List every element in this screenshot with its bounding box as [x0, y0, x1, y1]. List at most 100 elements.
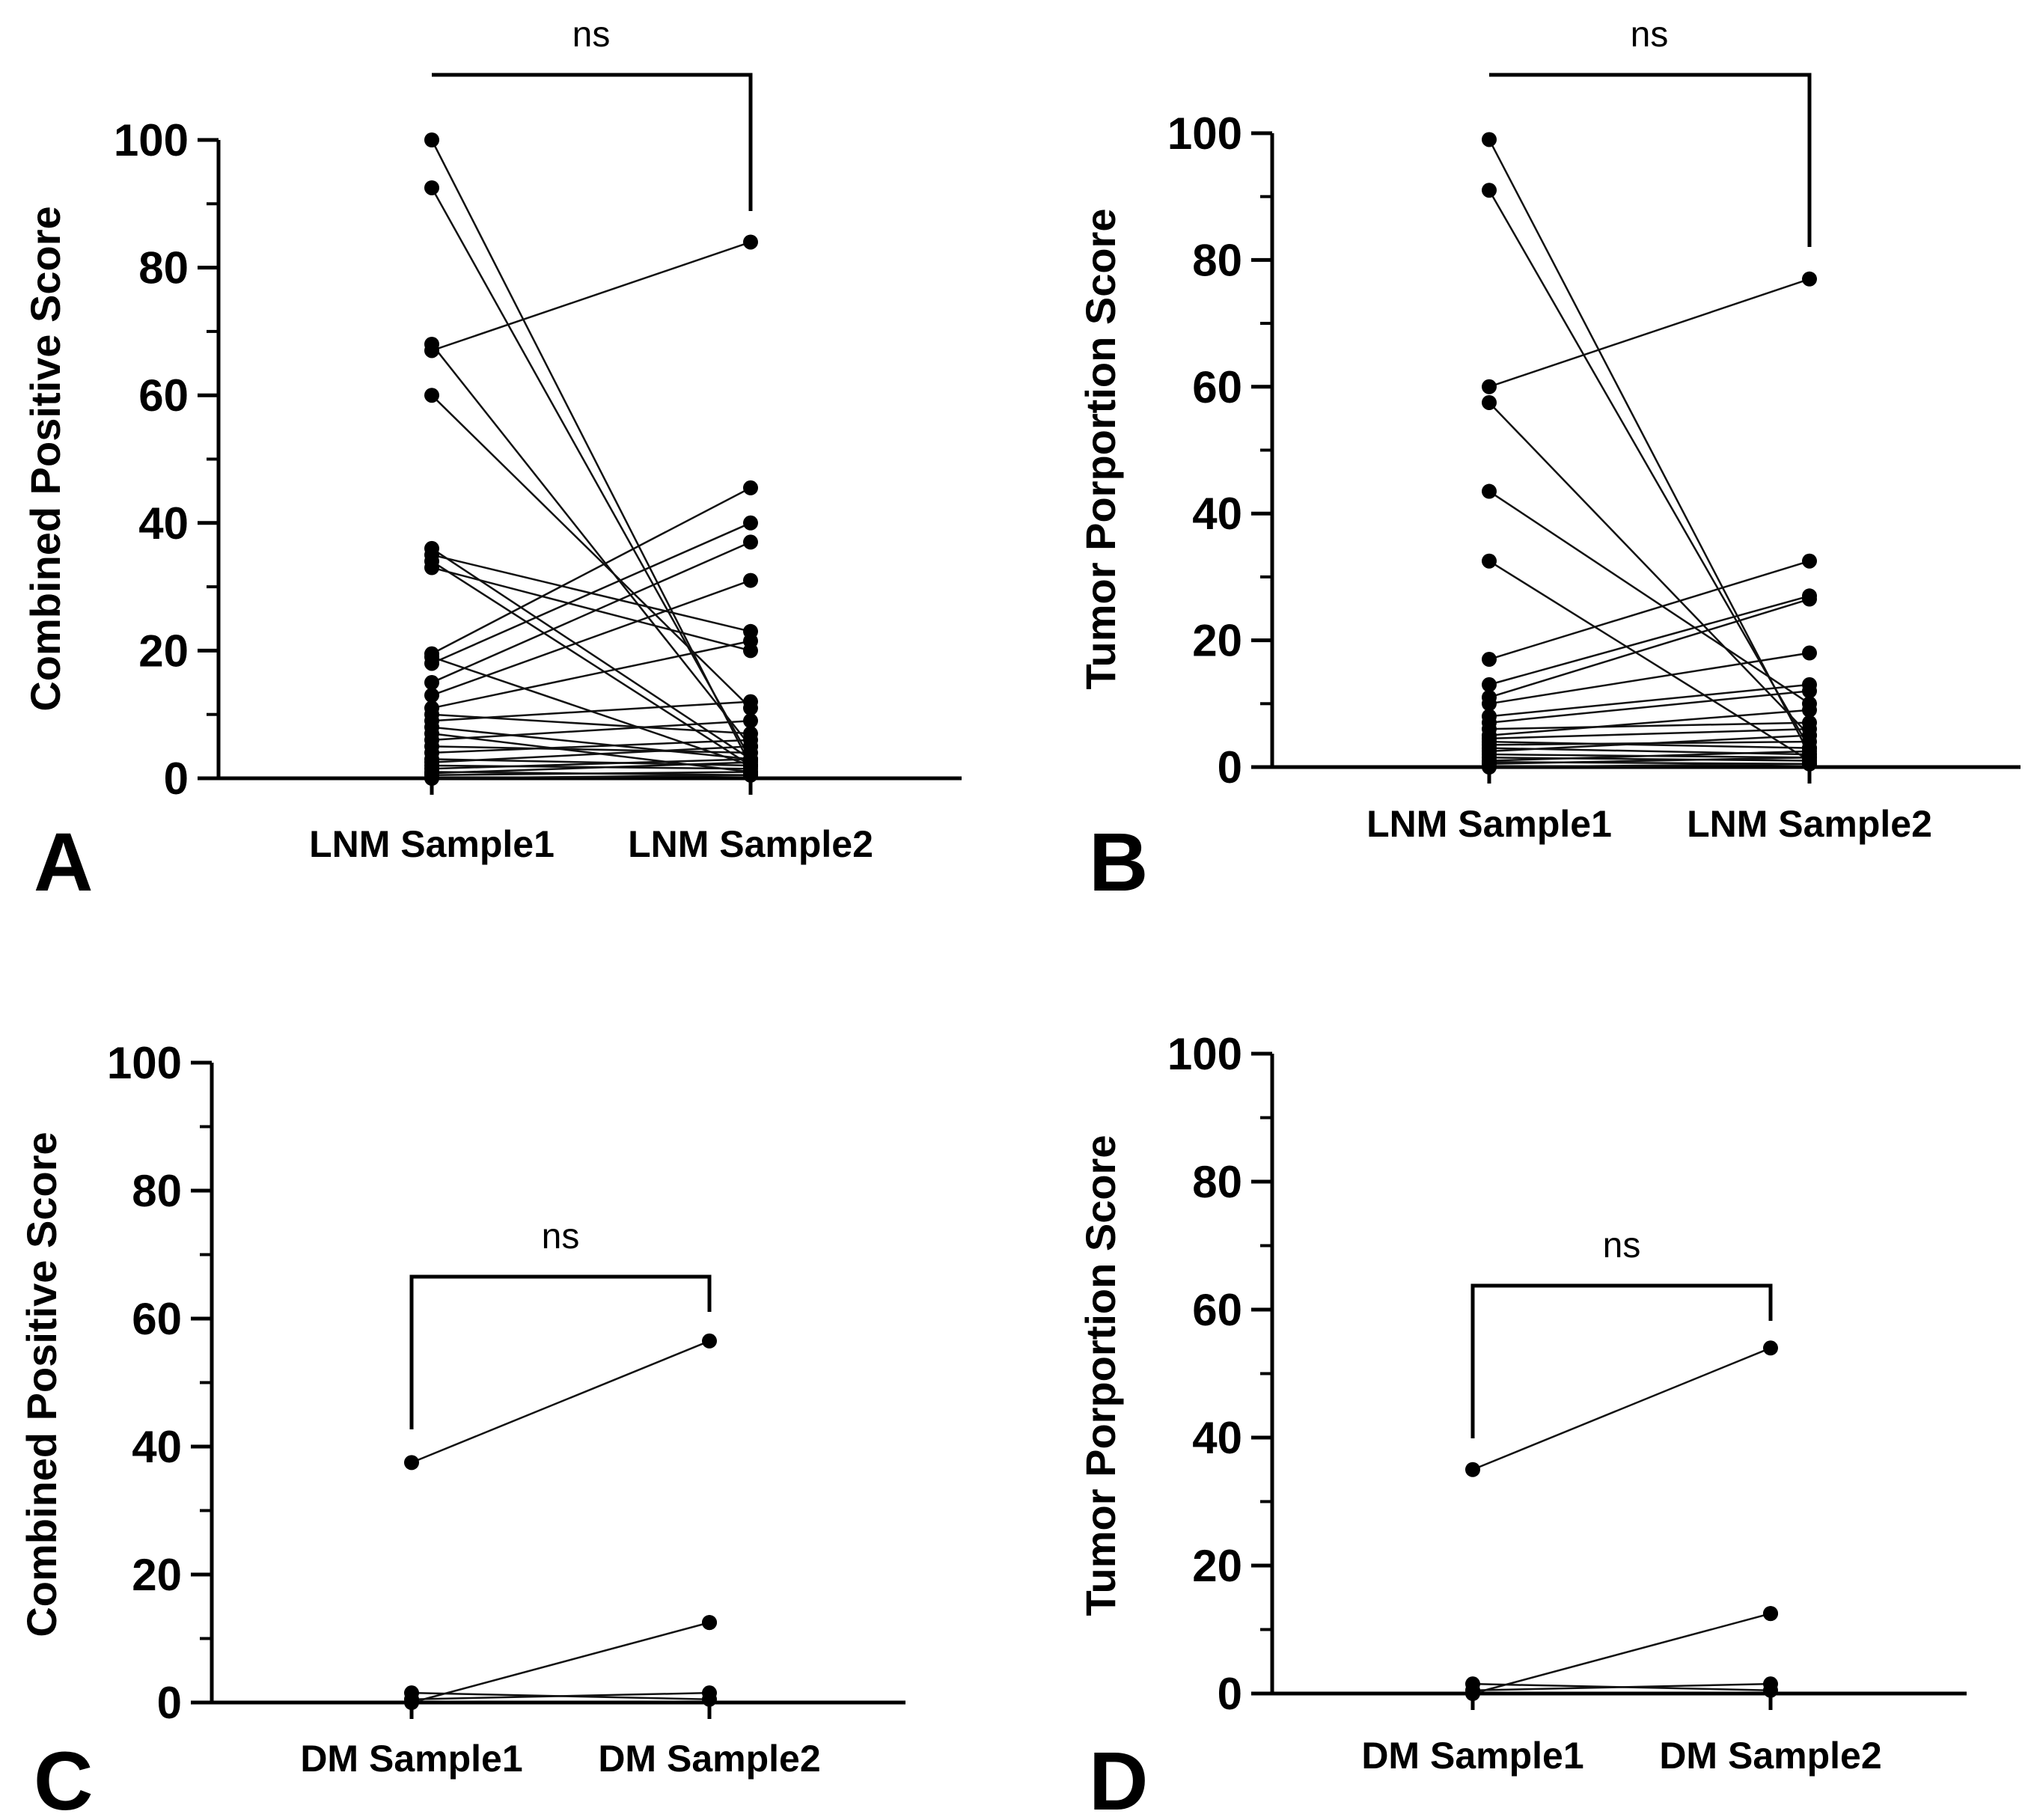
- y-tick-label: 0: [157, 1678, 182, 1728]
- data-point-sample1: [424, 180, 439, 195]
- pair-line: [1488, 740, 1810, 749]
- chart-panel-b: 0 20 40 60 80 100 LNM Sample1 LNM Sample2 Tumor …: [1077, 15, 2021, 909]
- pair-line: [1488, 138, 1811, 755]
- pair-line: [431, 771, 751, 776]
- y-axis-title: Tumor Porportion Score: [1077, 209, 1124, 690]
- y-tick-label: 20: [138, 626, 189, 676]
- pair-line: [431, 745, 751, 754]
- pair-line: [1488, 189, 1811, 749]
- pair-line: [1488, 709, 1810, 736]
- data-point-sample1: [424, 675, 439, 691]
- data-point-sample2: [1802, 683, 1817, 699]
- data-point-sample1: [1482, 652, 1497, 668]
- data-point-sample1: [1482, 132, 1497, 147]
- y-tick-label: 60: [138, 370, 189, 421]
- significance-label: ns: [572, 15, 611, 55]
- data-point-sample2: [1802, 271, 1817, 287]
- y-tick-label: 100: [107, 1038, 182, 1088]
- pair-line: [431, 560, 751, 766]
- data-point-sample2: [1763, 1340, 1778, 1356]
- pair-line: [431, 579, 751, 697]
- data-point-sample1: [1482, 677, 1497, 692]
- pair-line: [431, 700, 751, 722]
- data-point-sample2: [743, 515, 758, 531]
- data-point-sample2: [743, 633, 758, 649]
- data-point-sample1: [1482, 696, 1497, 712]
- chart-panel-a: 0 20 40 60 80 100 LNM Sample1 LNM Sample2 Combin…: [22, 15, 962, 909]
- pair-line: [1488, 757, 1810, 762]
- pair-line: [431, 719, 751, 742]
- y-axis-title: Combined Positive Score: [22, 206, 69, 711]
- pair-line: [411, 1621, 710, 1704]
- data-point-sample2: [743, 739, 758, 754]
- significance-bracket: [1470, 1283, 1773, 1438]
- pair-line: [1488, 757, 1810, 766]
- data-point-sample1: [424, 656, 439, 671]
- y-tick-label: 60: [1192, 362, 1242, 412]
- y-tick-label: 80: [138, 243, 189, 293]
- pair-line: [431, 726, 751, 760]
- y-tick-label: 0: [1218, 1669, 1242, 1719]
- data-point-sample2: [743, 534, 758, 550]
- y-tick-label: 40: [1192, 1413, 1242, 1463]
- y-tick-label: 60: [132, 1294, 182, 1344]
- pair-line: [1488, 690, 1810, 724]
- x-category-label: LNM Sample1: [1366, 803, 1612, 845]
- y-tick-label: 100: [1167, 109, 1242, 159]
- significance-bracket: [1489, 73, 1812, 247]
- data-point-sample2: [1802, 645, 1817, 661]
- data-point-sample2: [743, 694, 758, 709]
- data-point-sample1: [424, 688, 439, 703]
- pair-line: [431, 486, 751, 655]
- x-category-label: DM Sample2: [598, 1738, 820, 1780]
- x-category-label: DM Sample1: [1361, 1735, 1583, 1777]
- pair-line: [431, 640, 751, 709]
- y-tick-label: 20: [132, 1550, 182, 1600]
- data-point-sample2: [743, 572, 758, 588]
- pair-line: [1488, 721, 1810, 730]
- y-tick-label: 0: [164, 754, 189, 804]
- y-tick-label: 0: [1218, 742, 1242, 793]
- pair-line: [431, 733, 751, 773]
- data-point-sample2: [702, 1685, 717, 1701]
- data-point-sample1: [1482, 394, 1497, 410]
- y-tick-label: 80: [1192, 1157, 1242, 1207]
- data-point-sample1: [424, 132, 439, 147]
- data-point-sample2: [702, 1333, 717, 1349]
- data-point-sample1: [424, 560, 439, 575]
- pair-line: [1488, 763, 1810, 769]
- y-tick-label: 100: [1167, 1029, 1242, 1079]
- pair-line: [430, 187, 752, 760]
- pair-line: [1488, 683, 1810, 718]
- pair-line: [1488, 750, 1810, 762]
- panel-letter: D: [1089, 1735, 1148, 1816]
- data-point-sample2: [1802, 702, 1817, 718]
- y-tick-label: 40: [1192, 489, 1242, 539]
- pair-line: [1488, 560, 1810, 762]
- data-point-sample1: [1482, 553, 1497, 569]
- y-tick-label: 80: [132, 1166, 182, 1216]
- data-point-sample1: [404, 1695, 419, 1710]
- pair-line: [1488, 727, 1810, 740]
- pair-line: [1488, 560, 1810, 661]
- data-point: [1763, 1606, 1778, 1622]
- x-category-label: LNM Sample1: [309, 823, 555, 865]
- significance-label: ns: [542, 1217, 580, 1256]
- data-point-sample1: [1482, 760, 1497, 775]
- panel-letter: C: [34, 1735, 93, 1816]
- pair-line: [1472, 1682, 1771, 1691]
- pair-line: [1488, 402, 1810, 736]
- y-tick-label: 60: [1192, 1285, 1242, 1335]
- data-point-sample1: [1482, 483, 1497, 499]
- pair-line: [1488, 490, 1810, 705]
- data-point-sample1: [424, 336, 439, 352]
- data-point: [702, 1615, 717, 1631]
- pair-line: [431, 774, 751, 780]
- data-point-sample1: [1482, 183, 1497, 198]
- y-axis-title: Combined Positive Score: [18, 1132, 65, 1637]
- pair-line: [411, 1691, 710, 1700]
- y-tick-label: 40: [138, 498, 189, 549]
- x-category-label: LNM Sample2: [1687, 803, 1932, 845]
- data-point-sample2: [1802, 553, 1817, 569]
